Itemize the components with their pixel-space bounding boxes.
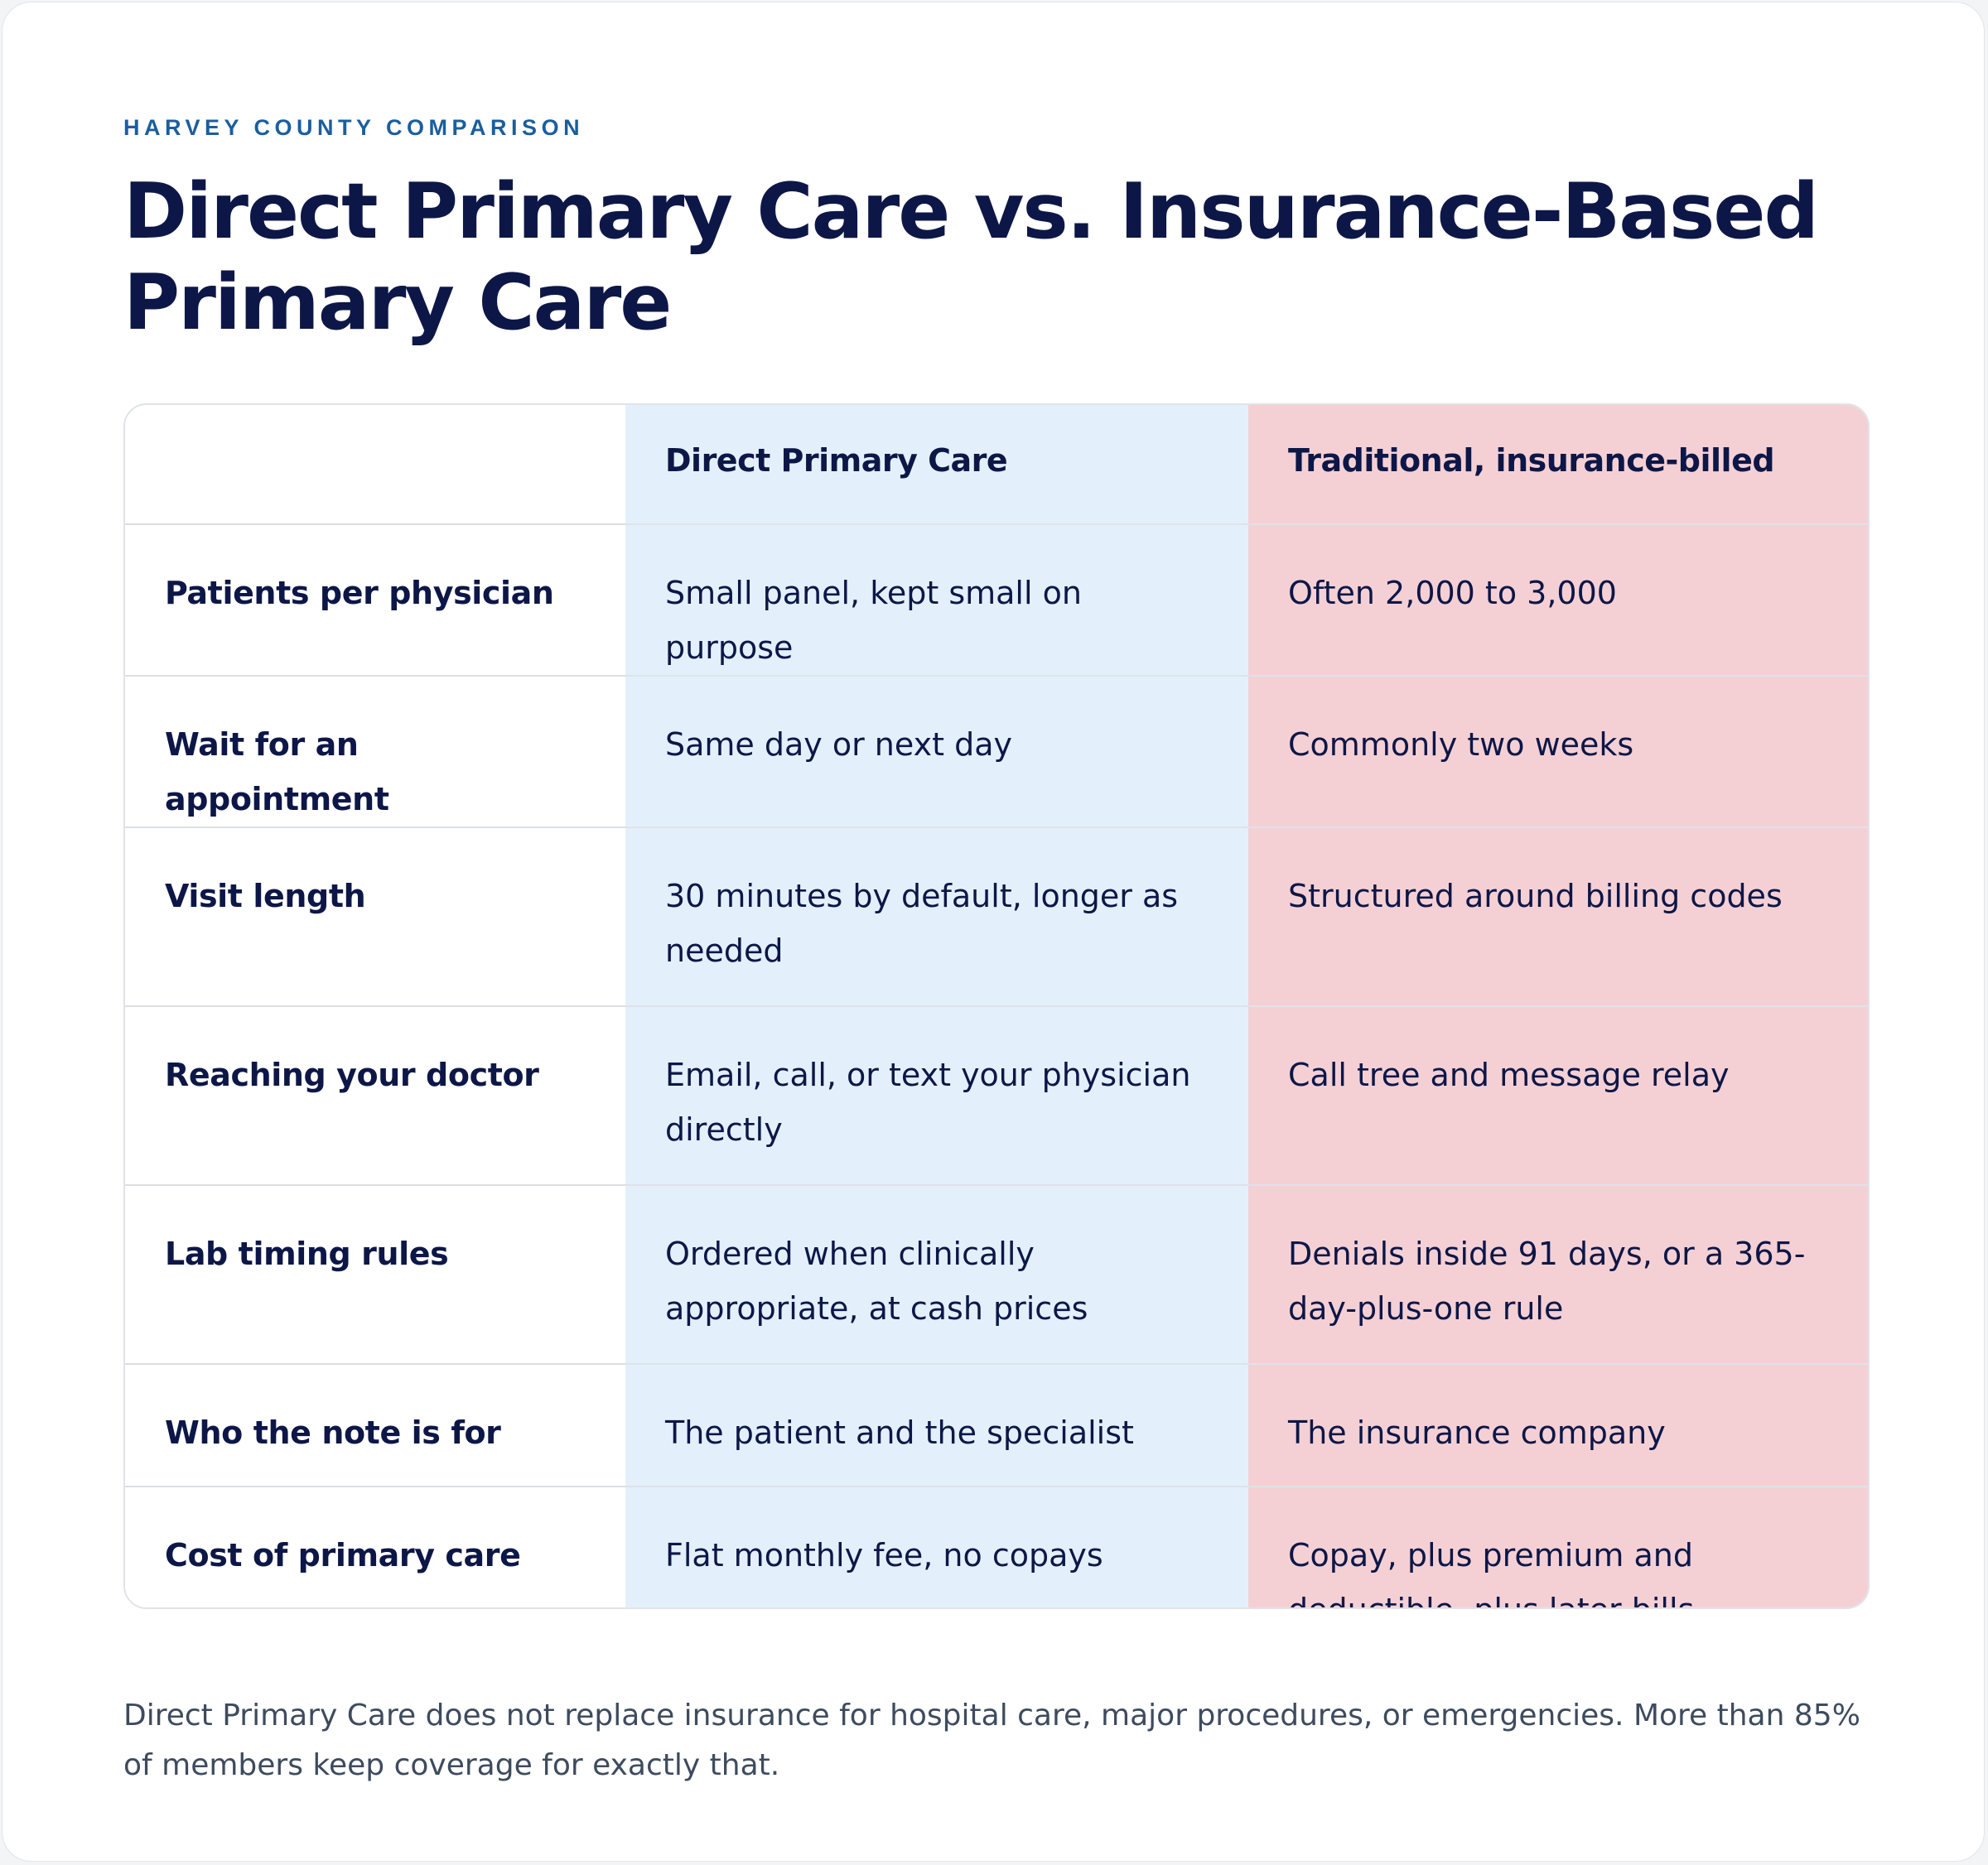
table-row: Wait for an appointment Same day or next…: [125, 676, 1868, 828]
table-row: Reaching your doctor Email, call, or tex…: [125, 1006, 1868, 1186]
row-label: Cost of primary care: [165, 1537, 521, 1573]
footnote: Direct Primary Care does not replace ins…: [123, 1699, 1860, 1782]
traditional-cell: Call tree and message relay: [1248, 1006, 1868, 1186]
traditional-cell: The insurance company: [1248, 1364, 1868, 1487]
header-direct-primary-care: Direct Primary Care: [625, 405, 1248, 525]
dpc-cell: Flat monthly fee, no copays: [625, 1487, 1248, 1607]
dpc-cell: The patient and the specialist: [625, 1364, 1248, 1487]
comparison-table-container: Direct Primary Care Traditional, insuran…: [123, 403, 1870, 1609]
traditional-cell: Commonly two weeks: [1248, 676, 1868, 828]
traditional-cell: Copay, plus premium and deductible, plus…: [1248, 1487, 1868, 1607]
row-label: Visit length: [125, 827, 625, 1007]
traditional-cell: Denials inside 91 days, or a 365-day-plu…: [1248, 1185, 1868, 1365]
dpc-cell: Ordered when clinically appropriate, at …: [625, 1185, 1248, 1365]
header-empty-cell: [125, 405, 625, 525]
row-label: Patients per physician: [125, 524, 625, 677]
traditional-cell: Often 2,000 to 3,000: [1248, 524, 1868, 677]
table-row: Visit length 30 minutes by default, long…: [125, 827, 1868, 1007]
page-title: Direct Primary Care vs. Insurance-Based …: [123, 166, 1819, 347]
eyebrow-label: HARVEY COUNTY COMPARISON: [123, 115, 585, 140]
table-row: Who the note is for The patient and the …: [125, 1364, 1868, 1487]
header-traditional: Traditional, insurance-billed: [1248, 405, 1868, 525]
dpc-cell: Small panel, kept small on purpose: [625, 524, 1248, 677]
row-label: Reaching your doctor: [125, 1006, 625, 1186]
dpc-cell: Email, call, or text your physician dire…: [625, 1006, 1248, 1186]
row-label: Wait for an appointment: [125, 676, 625, 828]
row-label: Who the note is for: [125, 1364, 625, 1487]
dpc-cell: 30 minutes by default, longer as needed: [625, 827, 1248, 1007]
table-row: Lab timing rules Ordered when clinically…: [125, 1185, 1868, 1365]
traditional-cell: Structured around billing codes: [1248, 827, 1868, 1007]
dpc-cell: Same day or next day: [625, 676, 1248, 828]
row-label: Lab timing rules: [125, 1185, 625, 1365]
comparison-table: Direct Primary Care Traditional, insuran…: [125, 405, 1868, 1607]
table-row: Patients per physician Small panel, kept…: [125, 524, 1868, 677]
table-row: Cost of primary care Flat monthly fee, n…: [125, 1487, 1868, 1607]
table-header-row: Direct Primary Care Traditional, insuran…: [125, 405, 1868, 525]
